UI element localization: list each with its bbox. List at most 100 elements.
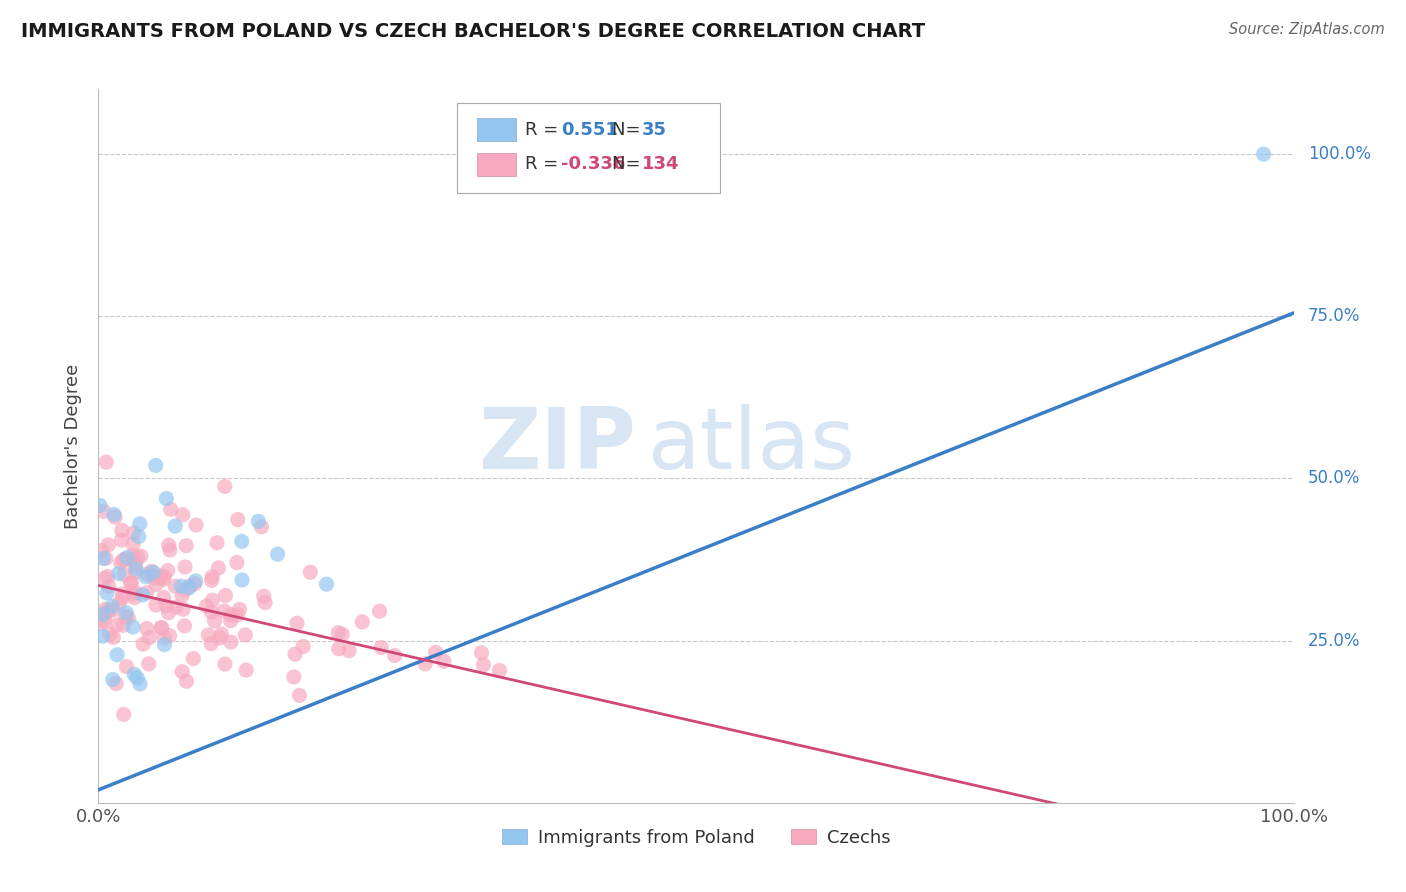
Point [226, 607, 249, 622]
Point [172, 588, 194, 602]
Point [176, 674, 198, 689]
Text: N=: N= [613, 121, 647, 139]
Point [97, 604, 120, 618]
Point [122, 526, 145, 541]
Point [124, 584, 146, 599]
Point [205, 536, 228, 550]
Point [174, 539, 197, 553]
Point [184, 518, 207, 533]
Text: Source: ZipAtlas.com: Source: ZipAtlas.com [1229, 22, 1385, 37]
Point [110, 533, 132, 548]
Point [159, 502, 181, 516]
Point [266, 547, 288, 561]
Point [370, 640, 392, 655]
Point [288, 689, 311, 703]
Point [111, 523, 134, 537]
Point [110, 556, 132, 570]
Point [284, 647, 307, 661]
Point [149, 621, 172, 635]
Point [172, 508, 194, 522]
Point [159, 629, 181, 643]
Point [177, 581, 200, 595]
Point [214, 657, 236, 671]
Point [285, 616, 308, 631]
Point [247, 514, 270, 528]
Point [211, 627, 233, 641]
Point [231, 534, 253, 549]
Point [207, 561, 229, 575]
Point [384, 648, 406, 663]
Point [212, 604, 235, 618]
Point [103, 508, 125, 522]
Point [165, 519, 187, 533]
Point [250, 520, 273, 534]
Point [292, 640, 315, 654]
Point [201, 593, 224, 607]
Point [96, 606, 118, 620]
Point [115, 550, 138, 565]
Point [125, 562, 148, 576]
Point [155, 491, 177, 506]
Point [101, 673, 124, 687]
Point [152, 572, 174, 586]
Text: R =: R = [524, 155, 564, 173]
Point [165, 599, 187, 614]
Point [120, 576, 142, 591]
Point [200, 637, 222, 651]
Point [96, 455, 118, 469]
Point [122, 587, 145, 601]
Point [111, 587, 134, 601]
Point [219, 607, 242, 622]
Point [132, 637, 155, 651]
Text: -0.336: -0.336 [561, 155, 626, 173]
Point [172, 665, 194, 679]
Point [254, 596, 277, 610]
Point [143, 571, 166, 585]
Point [91, 551, 114, 566]
Point [283, 670, 305, 684]
Point [174, 560, 197, 574]
Point [89, 499, 111, 513]
Text: 25.0%: 25.0% [1308, 632, 1361, 649]
Point [115, 552, 138, 566]
Point [201, 574, 224, 588]
Point [114, 567, 136, 582]
Text: 75.0%: 75.0% [1308, 307, 1360, 326]
Point [352, 615, 374, 629]
Point [174, 582, 197, 597]
Point [141, 565, 163, 579]
Point [135, 586, 157, 600]
Point [153, 638, 176, 652]
Point [96, 586, 118, 600]
Point [121, 549, 143, 563]
Point [129, 549, 152, 563]
Point [159, 543, 181, 558]
Point [172, 602, 194, 616]
Point [93, 504, 115, 518]
FancyBboxPatch shape [457, 103, 720, 193]
Text: atlas: atlas [648, 404, 856, 488]
Point [208, 631, 231, 645]
Point [183, 577, 205, 591]
Text: 100.0%: 100.0% [1308, 145, 1371, 163]
Point [138, 631, 160, 645]
Point [184, 574, 207, 588]
Point [145, 458, 167, 473]
Point [90, 543, 112, 558]
Point [156, 564, 179, 578]
Text: IMMIGRANTS FROM POLAND VS CZECH BACHELOR'S DEGREE CORRELATION CHART: IMMIGRANTS FROM POLAND VS CZECH BACHELOR… [21, 22, 925, 41]
Point [219, 635, 242, 649]
Point [90, 616, 112, 631]
Point [472, 657, 495, 672]
Point [253, 589, 276, 603]
Point [200, 605, 222, 619]
Point [101, 603, 124, 617]
Point [150, 621, 173, 635]
Point [97, 579, 120, 593]
Point [183, 651, 205, 665]
Point [107, 566, 129, 581]
FancyBboxPatch shape [477, 153, 516, 176]
Point [122, 620, 145, 634]
Point [1253, 147, 1275, 161]
Text: 50.0%: 50.0% [1308, 469, 1360, 487]
